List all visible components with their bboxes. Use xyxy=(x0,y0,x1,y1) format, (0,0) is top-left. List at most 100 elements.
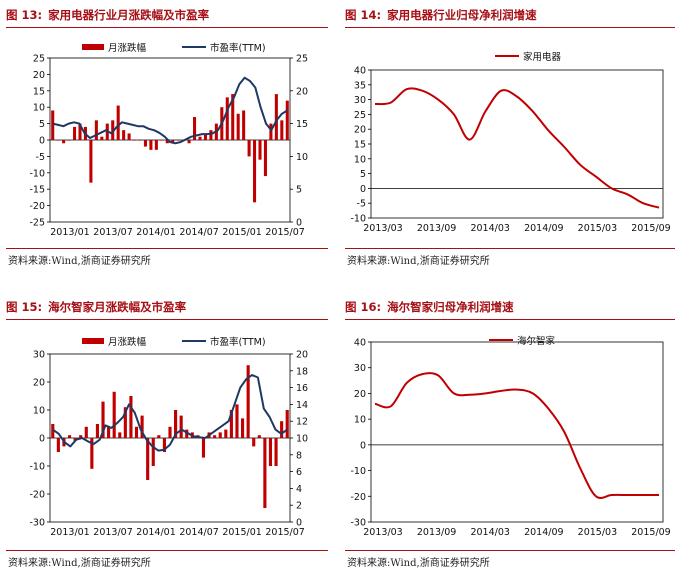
bar xyxy=(162,438,166,452)
bar xyxy=(252,438,256,447)
figure-title: 图 13: 家用电器行业月涨跌幅及市盈率 xyxy=(6,8,210,22)
y-tick-label: 0 xyxy=(360,184,366,195)
bar xyxy=(165,140,169,144)
bar xyxy=(268,438,273,466)
bar xyxy=(95,424,100,438)
bar xyxy=(122,130,126,140)
x-tick-label: 2013/09 xyxy=(417,527,456,538)
x-tick-label: 2014/07 xyxy=(179,227,218,238)
x-tick-label: 2015/03 xyxy=(578,527,617,538)
bar xyxy=(100,136,104,140)
y-tick-label-right: 2 xyxy=(296,501,302,512)
bar xyxy=(224,429,228,438)
panel-15: 图 15: 海尔智家月涨跌幅及市盈率 30 20 10 0 -10 -20 -30 20 18 16… xyxy=(6,298,328,572)
y-tick-label-right: 0 xyxy=(296,218,302,229)
y-tick-label: -20 xyxy=(350,492,366,503)
y-tick-label: 10 xyxy=(354,415,366,426)
bar xyxy=(129,396,133,438)
y-tick-label-left: -20 xyxy=(29,201,45,212)
y-tick-label-right: 0 xyxy=(296,518,302,529)
bar xyxy=(67,435,72,438)
x-tick-label: 2015/03 xyxy=(578,223,617,234)
bar xyxy=(146,438,150,480)
y-tick-label-left: 25 xyxy=(33,54,45,65)
y-tick-label: 40 xyxy=(354,338,366,349)
y-tick-label-left: -25 xyxy=(29,218,45,229)
bar xyxy=(101,401,105,438)
y-tick-label-right: 20 xyxy=(296,86,308,97)
bar xyxy=(127,133,131,140)
legend-swatch-bar xyxy=(82,338,104,344)
legend-label-bar: 月涨跌幅 xyxy=(108,336,147,348)
source-rule xyxy=(345,248,675,249)
y-tick-label: -10 xyxy=(350,214,366,225)
bar xyxy=(51,424,55,438)
bar xyxy=(280,120,284,140)
bar xyxy=(62,140,66,144)
x-tick-label: 2013/07 xyxy=(93,227,132,238)
bar xyxy=(160,140,164,141)
y-tick-label-right: 20 xyxy=(296,350,308,361)
bar xyxy=(78,123,82,140)
bar xyxy=(225,97,229,140)
bar xyxy=(143,140,147,147)
bar xyxy=(73,438,77,441)
y-tick-label-right: 5 xyxy=(296,185,302,196)
bar xyxy=(134,426,139,438)
x-tick-label: 2015/09 xyxy=(631,223,670,234)
bar xyxy=(116,105,120,140)
bar xyxy=(201,438,206,458)
y-tick-label: 30 xyxy=(354,95,366,106)
source-rule xyxy=(345,550,675,551)
x-tick-label: 2013/09 xyxy=(417,223,456,234)
x-tick-label: 2014/01 xyxy=(136,527,175,538)
y-tick-label: 40 xyxy=(354,66,366,77)
bar xyxy=(149,140,153,150)
bar xyxy=(247,140,251,157)
source-rule xyxy=(6,550,328,551)
bar xyxy=(285,410,289,438)
bar xyxy=(263,140,267,177)
y-tick-label-right: 12 xyxy=(296,417,308,428)
bar xyxy=(231,94,235,140)
pe-ratio-line xyxy=(52,374,288,452)
y-tick-label-left: -20 xyxy=(29,490,45,501)
bar xyxy=(51,110,55,140)
bar xyxy=(176,140,180,141)
x-tick-label: 2015/01 xyxy=(222,527,261,538)
y-tick-label-left: 10 xyxy=(33,406,45,417)
x-tick-label: 2014/09 xyxy=(524,223,563,234)
source-note: 资料来源:Wind,浙商证券研究所 xyxy=(347,256,490,267)
y-tick-label: -30 xyxy=(350,518,366,529)
y-tick-label-right: 14 xyxy=(296,400,308,411)
y-tick-label-left: 5 xyxy=(39,119,45,130)
bar xyxy=(84,426,88,438)
bar xyxy=(154,140,158,150)
title-rule xyxy=(345,319,675,320)
y-tick-label-right: 16 xyxy=(296,383,308,394)
bar xyxy=(185,429,189,438)
bar xyxy=(133,140,137,141)
growth-line xyxy=(374,372,659,500)
bar xyxy=(198,136,202,140)
bar xyxy=(235,404,239,438)
x-tick-label: 2015/01 xyxy=(222,227,261,238)
x-tick-label: 2013/03 xyxy=(363,527,402,538)
bar xyxy=(218,432,222,438)
bar xyxy=(168,426,172,438)
source-note: 资料来源:Wind,浙商证券研究所 xyxy=(8,256,151,267)
source-rule xyxy=(6,248,328,249)
y-tick-label-right: 15 xyxy=(296,119,308,130)
y-tick-label: 0 xyxy=(360,440,366,451)
x-tick-label: 2014/07 xyxy=(179,527,218,538)
y-tick-label: 20 xyxy=(354,125,366,136)
y-tick-label: 5 xyxy=(360,169,366,180)
bar xyxy=(187,140,191,144)
bar xyxy=(157,435,161,438)
bar xyxy=(138,140,142,141)
bar xyxy=(73,126,77,140)
bar xyxy=(111,120,115,140)
bar xyxy=(280,421,284,438)
y-tick-label: 10 xyxy=(354,154,366,165)
